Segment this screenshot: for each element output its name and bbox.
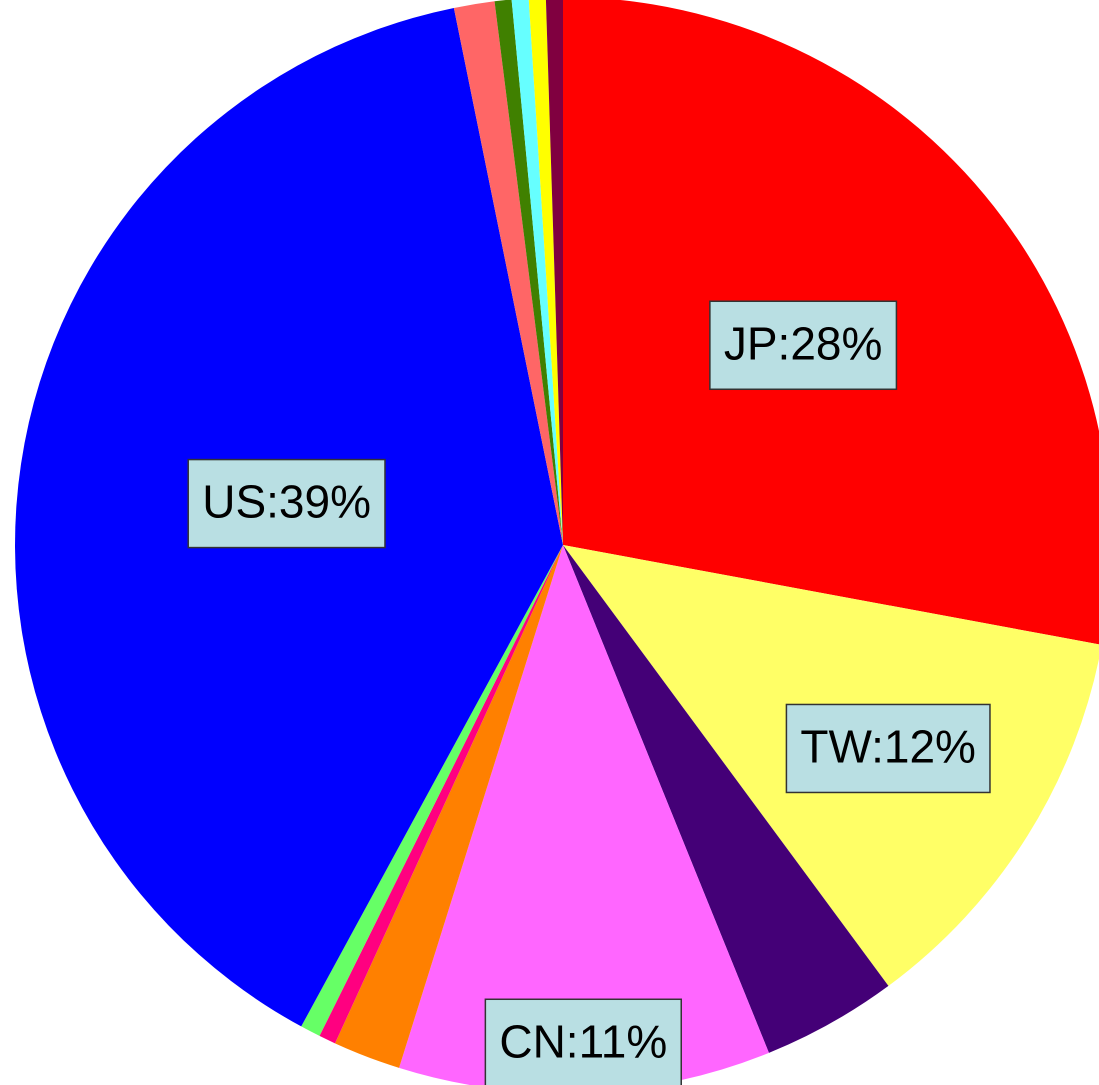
pie-slice [319, 545, 563, 1044]
pie-slice [334, 545, 563, 1068]
data-label: TW:12% [800, 721, 976, 773]
pie-slice [301, 545, 563, 1036]
label-box [484, 998, 682, 1085]
label-box [785, 703, 991, 794]
pie-slice [563, 545, 889, 1053]
label-box [709, 300, 898, 391]
data-label: CN:11% [499, 1015, 667, 1067]
data-label: US:39% [202, 476, 371, 528]
label-box [187, 458, 386, 549]
pie-slice [399, 545, 769, 1085]
pie-slice [494, 0, 563, 545]
pie-slice [528, 0, 563, 545]
pie-slice [545, 0, 563, 545]
pie-slice [453, 1, 563, 546]
data-label: JP:28% [724, 317, 883, 369]
